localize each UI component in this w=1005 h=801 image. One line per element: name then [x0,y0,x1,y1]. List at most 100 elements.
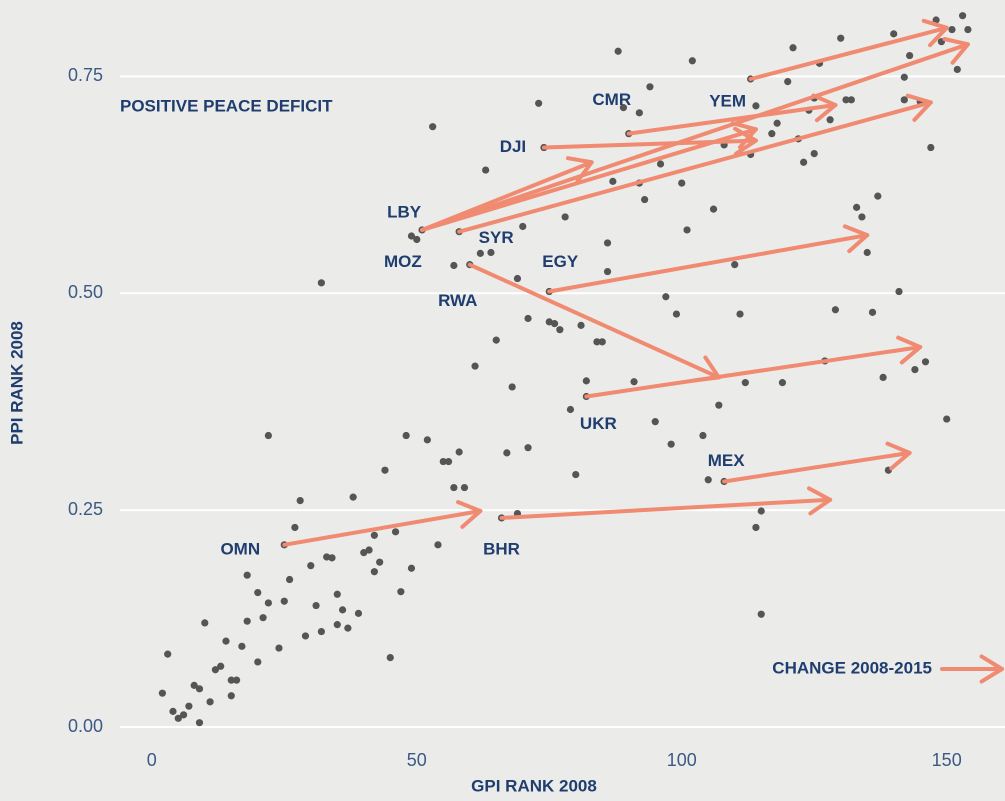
point [471,362,479,370]
arrow-part [748,25,949,81]
point [296,496,304,505]
arrow-part [693,355,721,383]
arrow [282,500,483,547]
point [635,109,643,117]
arrow-part [896,335,923,365]
arrow-part [811,93,838,123]
point [842,96,850,104]
point [863,248,871,257]
point [900,73,908,81]
country-label: DJI [500,137,526,156]
point [195,719,204,727]
arrow-part [905,93,933,122]
arrow [499,486,833,520]
point [243,617,251,625]
arrow-part [733,126,758,156]
point [895,287,903,296]
point [688,57,696,65]
arrow [547,224,870,294]
arrow-part [806,486,833,516]
point [254,658,262,666]
point [508,383,516,391]
point [349,493,357,501]
point [434,541,442,549]
point [492,336,500,344]
point [254,588,262,597]
point [921,358,930,366]
point [307,562,315,570]
arrow-part [584,345,923,399]
point [370,531,378,539]
point [582,377,590,385]
point [354,609,363,617]
point [646,83,654,91]
point [201,619,209,627]
point [566,405,575,414]
point [593,338,601,346]
point [959,12,967,20]
point [450,483,458,492]
point [630,378,638,386]
point [741,379,749,387]
annotation: POSITIVE PEACE DEFICIT [120,96,333,115]
arrow-part [547,233,870,294]
point [301,632,310,640]
point [407,232,416,240]
point [370,568,378,576]
point [577,321,585,329]
arrow [467,262,721,383]
point [164,650,172,658]
arrow-part [979,654,1004,684]
point [264,431,272,440]
point [222,637,230,645]
country-label: RWA [438,291,477,310]
arrow [722,441,912,484]
y-tick-label: 0.25 [68,499,103,519]
arrow-part [626,103,838,136]
point [227,692,235,700]
point [603,267,612,276]
arrow-part [420,127,758,232]
point [513,274,522,283]
point [460,483,469,492]
point [736,310,744,318]
point [232,676,241,684]
point [344,624,352,632]
point [858,213,866,221]
arrow-part [499,497,833,520]
country-label: SYR [479,228,514,247]
point [206,698,214,706]
point [614,47,622,55]
country-label: OMN [220,539,260,558]
point [874,192,882,200]
point [444,457,453,466]
point [487,248,495,257]
point [381,466,389,474]
arrow [541,126,758,156]
arrow-part [420,42,970,232]
point [943,415,951,423]
point [911,366,919,374]
point [333,590,341,598]
point [598,338,606,346]
y-tick-label: 0.75 [68,65,103,85]
arrow-part [457,100,933,234]
point [524,314,532,323]
point [243,571,251,579]
point [672,310,681,318]
arrow [748,18,949,81]
point [826,116,834,124]
point [503,449,511,457]
point [402,431,410,440]
point [285,575,294,584]
arrow-part [842,224,870,254]
point [455,448,463,456]
point [656,160,665,168]
y-tick-label: 0.00 [68,716,103,736]
point [397,588,405,596]
point [291,523,299,532]
point [550,320,559,328]
point [619,104,628,112]
arrow-part [722,450,912,484]
point [561,213,569,221]
